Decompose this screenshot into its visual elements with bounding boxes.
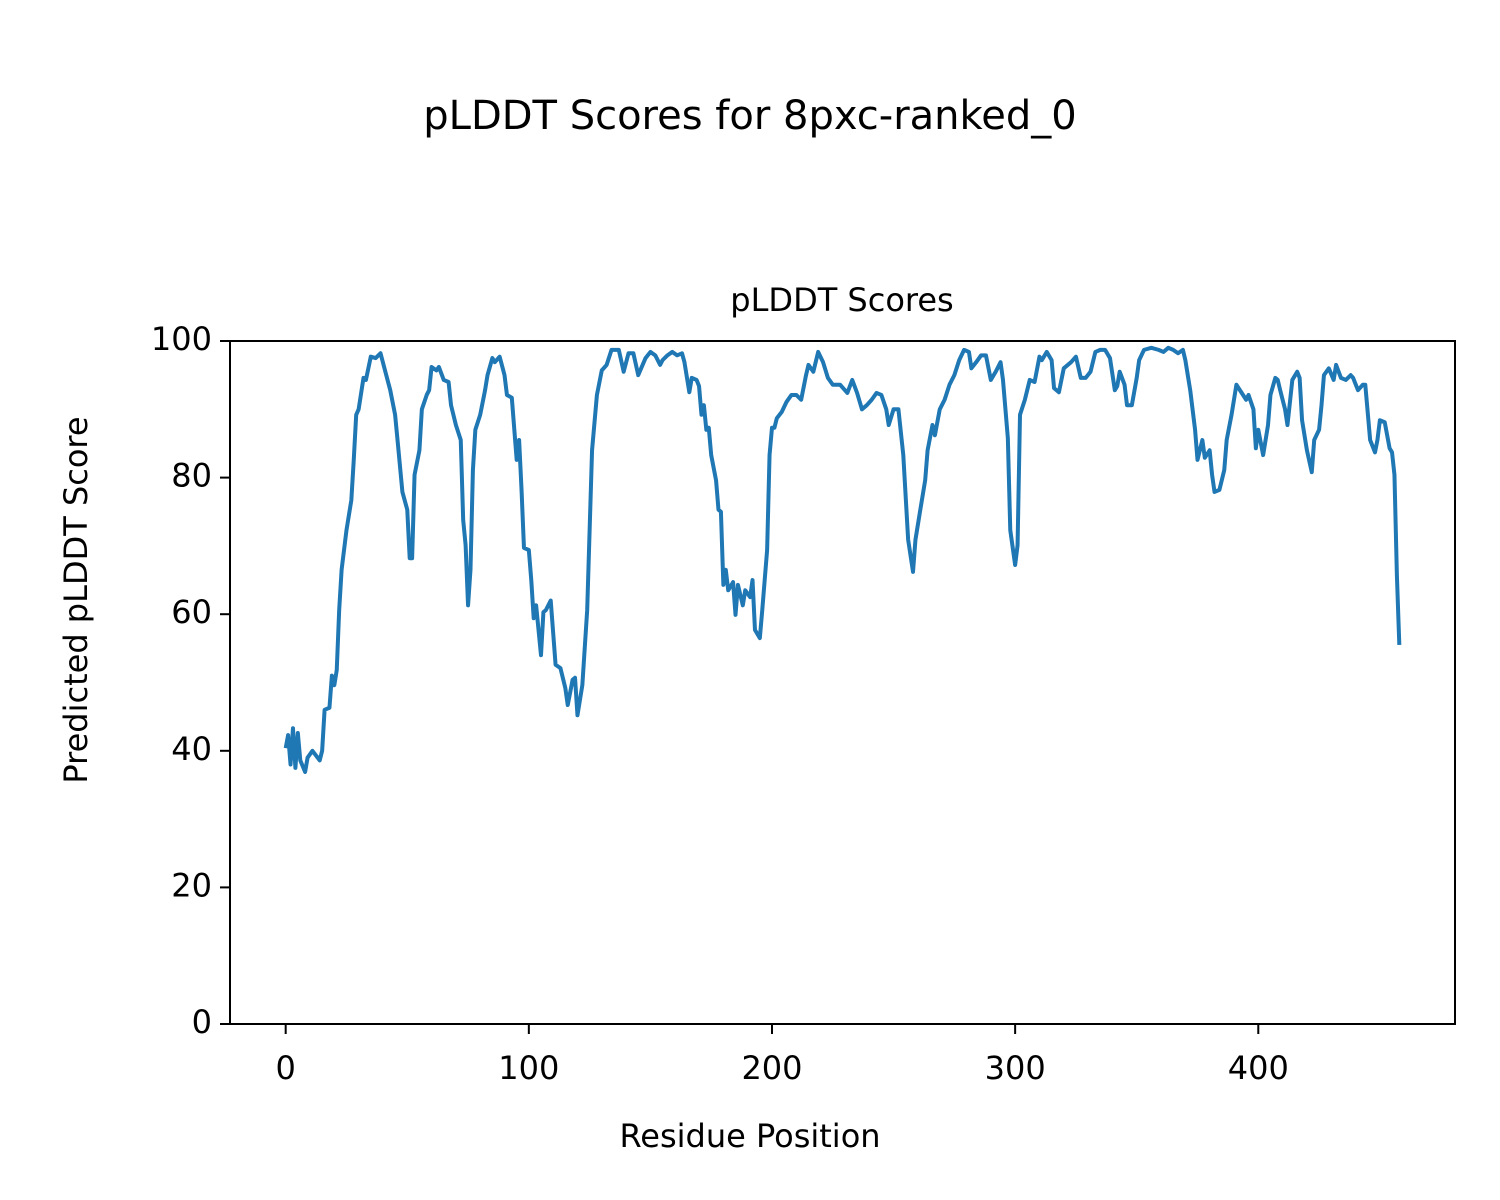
y-tick-label: 20 — [171, 866, 212, 904]
y-tick-label: 100 — [151, 320, 212, 358]
axes-title: pLDDT Scores — [730, 281, 953, 319]
y-tick-label: 0 — [192, 1003, 212, 1041]
x-tick-label: 0 — [276, 1049, 296, 1087]
x-tick-label: 300 — [985, 1049, 1046, 1087]
plddt-line — [283, 345, 1402, 774]
y-tick-label: 80 — [171, 457, 212, 495]
y-tick-label: 40 — [171, 730, 212, 768]
x-tick-label: 400 — [1228, 1049, 1289, 1087]
plot-frame — [229, 340, 1456, 1025]
y-tick-label: 60 — [171, 593, 212, 631]
y-axis-label: Predicted pLDDT Score — [57, 416, 95, 783]
x-axis-label: Residue Position — [619, 1117, 880, 1155]
chart-title: pLDDT Scores for 8pxc-ranked_0 — [423, 93, 1076, 139]
x-tick-label: 100 — [498, 1049, 559, 1087]
x-tick-label: 200 — [741, 1049, 802, 1087]
